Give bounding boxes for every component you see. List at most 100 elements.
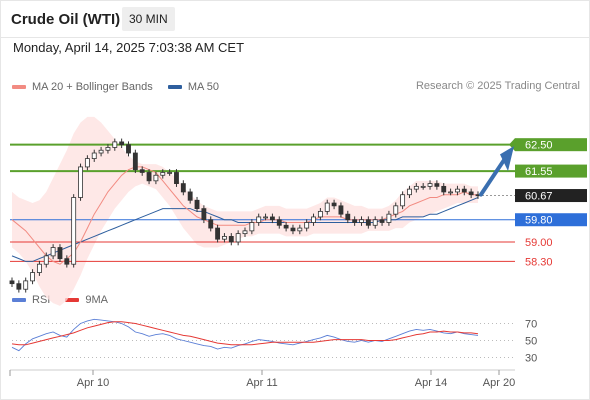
rsi-level-label-50: 50 [525, 336, 537, 348]
candle-body [393, 205, 399, 215]
chart-header: Crude Oil (WTI) 30 MIN [0, 0, 590, 38]
candle-body [420, 185, 426, 188]
candle-body [112, 141, 118, 148]
candle-body [297, 227, 303, 232]
candle-body [372, 219, 378, 226]
candle-body [263, 216, 268, 219]
level-label-58.30: 58.30 [525, 256, 553, 268]
legend-swatch-ma50 [167, 85, 182, 89]
candle-body [174, 172, 179, 184]
candle-body [283, 224, 289, 229]
forecast-arrow-head [500, 146, 514, 172]
candle-body [16, 283, 22, 290]
candle-body [84, 158, 90, 168]
candle-body [338, 205, 344, 215]
candle-body [36, 263, 42, 273]
candle-body [78, 166, 83, 198]
legend-rsi: RSI [12, 294, 50, 306]
legend-ma9: 9MA [65, 294, 108, 306]
rsi-level-label-30: 30 [525, 353, 537, 365]
rsi-ma9-line [11, 321, 479, 346]
candle-body [400, 194, 406, 207]
candle-body [345, 213, 351, 221]
legend-swatch-ma9 [65, 298, 80, 302]
legend-ma20: MA 20 + Bollinger Bands [12, 81, 153, 93]
x-tick-label: Apr 10 [77, 377, 109, 389]
forecast-arrow-shaft [479, 156, 507, 197]
legend-ma20-label: MA 20 + Bollinger Bands [32, 81, 153, 93]
candle-body [256, 216, 262, 223]
candle-body [434, 183, 440, 187]
candle-body [448, 191, 454, 194]
candle-body [427, 183, 433, 187]
rsi-level-label-70: 70 [525, 319, 537, 331]
level-label-59.80: 59.80 [525, 215, 553, 227]
candle-body [461, 188, 467, 193]
candle-body [71, 197, 77, 265]
candle-body [91, 152, 97, 159]
bollinger-band [12, 116, 478, 306]
level-label-61.55: 61.55 [525, 166, 553, 178]
ma50-line [11, 197, 479, 262]
rsi-legend: RSI 9MA [12, 293, 120, 306]
candle-body [180, 183, 186, 193]
level-label-59.00: 59.00 [525, 237, 553, 249]
x-tick-label: Apr 11 [246, 377, 278, 389]
candle-body [352, 219, 358, 223]
candle-body [228, 236, 234, 243]
candle-body [139, 169, 145, 173]
candle-body [194, 199, 200, 210]
candle-body [317, 210, 323, 218]
level-tag-59.80 [515, 213, 587, 227]
candle-body [187, 191, 193, 201]
candle-body [23, 280, 29, 290]
candle-body [105, 147, 111, 151]
level-tag-62.50 [515, 138, 587, 152]
candle-body [455, 188, 460, 193]
candle-body [386, 213, 392, 223]
candle-body [269, 216, 275, 221]
candle-body [304, 222, 310, 229]
candle-body [9, 280, 15, 285]
level-label-62.50: 62.50 [525, 140, 553, 152]
legend-ma9-label: 9MA [85, 294, 109, 306]
level-tag-61.55 [515, 164, 587, 178]
legend-rsi-label: RSI [32, 294, 51, 306]
candle-body [64, 258, 70, 265]
candle-body [331, 202, 337, 207]
candle-body [242, 230, 248, 235]
price-legend: MA 20 + Bollinger Bands MA 50 [12, 80, 231, 93]
legend-swatch-ma20 [12, 85, 26, 89]
candle-body [208, 219, 214, 229]
candle-body [379, 219, 385, 223]
candle-body [119, 141, 125, 146]
candle-body [146, 172, 152, 182]
x-tick-label: Apr 14 [415, 377, 447, 389]
legend-swatch-rsi [12, 298, 26, 302]
candle-body [132, 152, 138, 171]
instrument-title: Crude Oil (WTI) [11, 11, 121, 28]
candle-body [215, 227, 221, 240]
candle-body [167, 172, 173, 174]
candle-body [324, 202, 330, 212]
rsi-line [11, 318, 479, 352]
candle-body [276, 219, 282, 226]
candle-body [30, 272, 35, 282]
candle-body [407, 188, 412, 196]
ma20-line [11, 166, 478, 265]
legend-ma50-label: MA 50 [187, 81, 220, 93]
candle-body [153, 174, 159, 182]
candle-body [365, 219, 371, 226]
candle-body [413, 185, 419, 190]
candle-body [201, 208, 207, 221]
timeframe-badge[interactable]: 30 MIN [122, 7, 175, 31]
level-label-60.67: 60.67 [525, 191, 553, 203]
candle-body [43, 255, 49, 265]
candle-body [235, 233, 241, 243]
candle-body [50, 247, 56, 257]
candle-body [98, 149, 104, 154]
candle-body [441, 185, 447, 193]
candle-body [57, 247, 63, 260]
candle-body [468, 191, 474, 196]
